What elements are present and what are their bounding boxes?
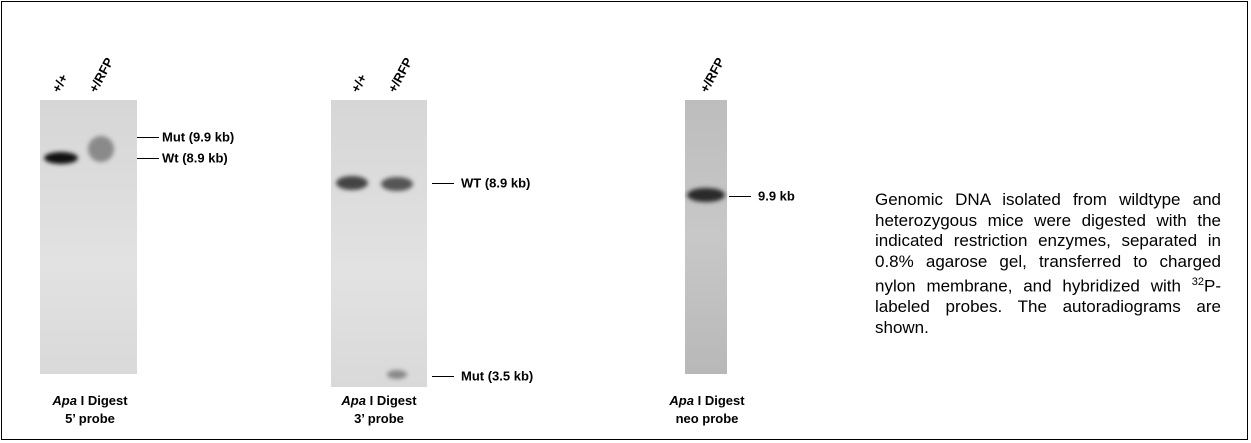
caption: Apa I Digest neo probe [627,392,787,428]
lane-label: +/+ [348,71,370,95]
caption: Apa I Digest 5’ probe [10,392,170,428]
band [381,177,413,191]
enzyme: Apa [52,393,77,408]
superscript: 32 [1192,276,1204,288]
band-label: Mut (9.9 kb) [162,130,234,145]
probe: 3’ probe [354,411,404,426]
band [687,188,725,202]
band-label: WT (8.9 kb) [461,176,530,191]
digest: I Digest [81,393,128,408]
probe: neo probe [676,411,739,426]
lane-label: +/+ [49,71,71,95]
band-line [432,183,454,184]
band-line [137,137,159,138]
gel [685,100,727,374]
band [88,136,114,162]
enzyme: Apa [669,393,694,408]
lane-label: +/RFP [86,55,117,95]
description-text: Genomic DNA isolated from wildtype and h… [875,190,1221,296]
band-label: 9.9 kb [758,189,795,204]
caption: Apa I Digest 3’ probe [299,392,459,428]
gel [331,100,427,387]
band [44,152,78,164]
band-label: Wt (8.9 kb) [162,151,228,166]
band-line [729,196,751,197]
digest: I Digest [698,393,745,408]
lane-label: +/RFP [385,55,416,95]
enzyme: Apa [341,393,366,408]
gel [40,100,137,374]
lane-label: +/RFP [697,55,728,95]
band [336,176,368,190]
digest: I Digest [370,393,417,408]
probe: 5’ probe [65,411,115,426]
band-label: Mut (3.5 kb) [461,369,533,384]
description: Genomic DNA isolated from wildtype and h… [875,190,1221,338]
page: +/+ +/RFP Mut (9.9 kb) Wt (8.9 kb) Apa I… [0,0,1251,443]
figure-frame: +/+ +/RFP Mut (9.9 kb) Wt (8.9 kb) Apa I… [1,1,1248,440]
band-line [432,376,454,377]
band-line [137,158,159,159]
band [387,370,407,379]
